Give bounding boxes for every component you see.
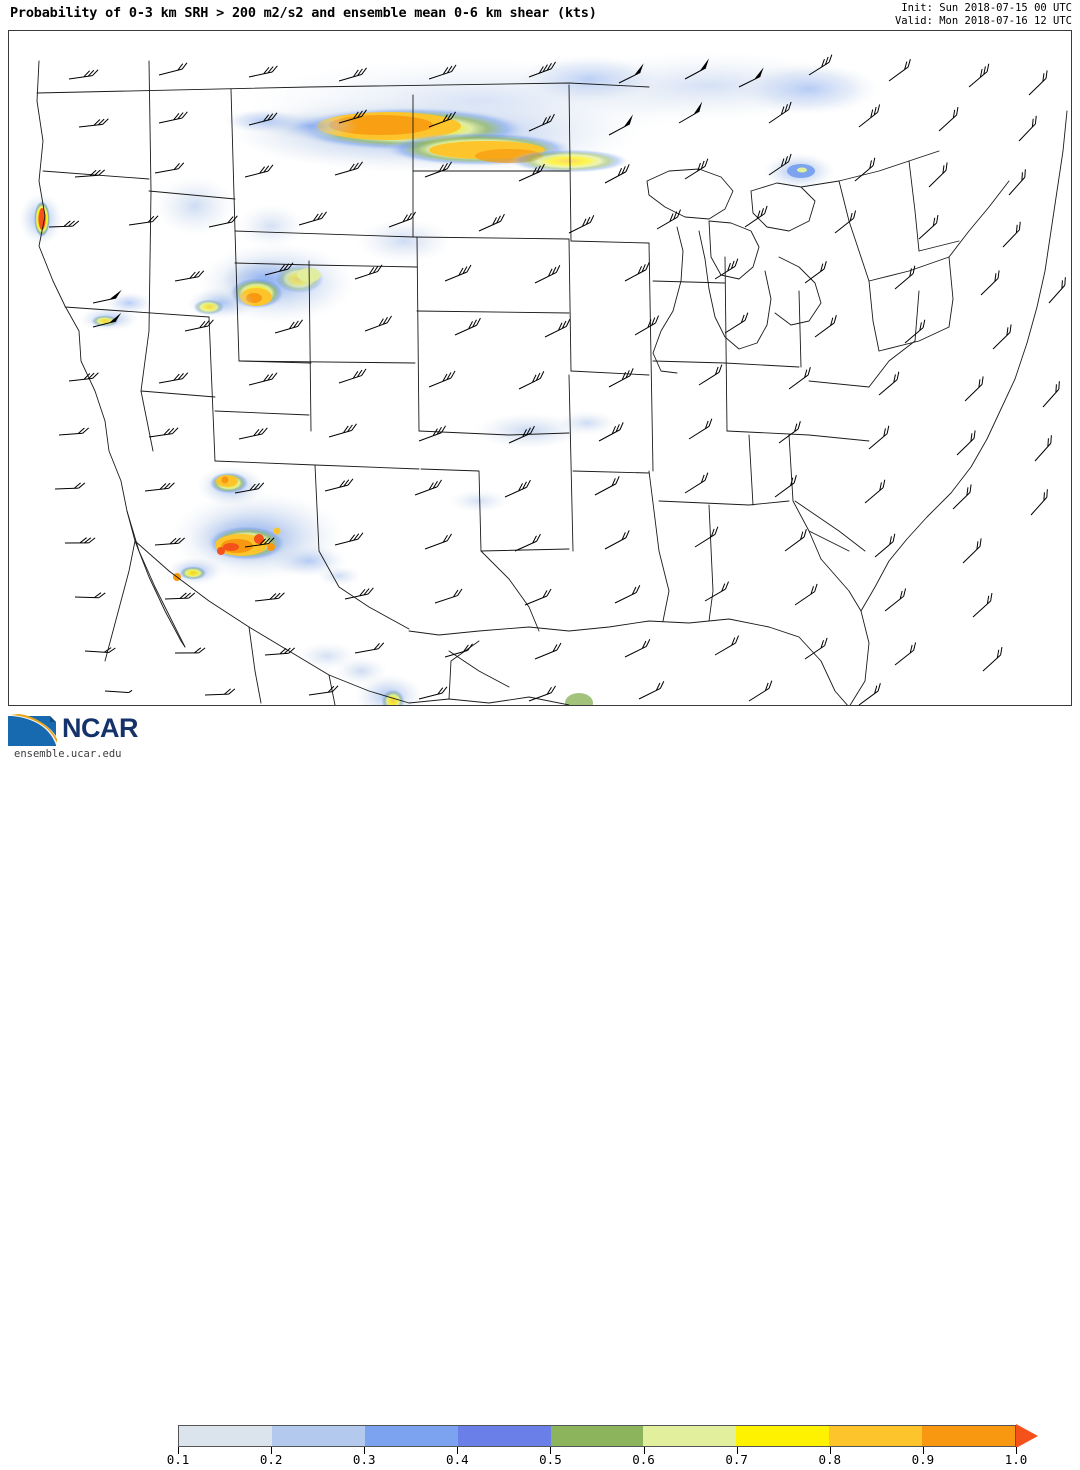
ncar-url: ensemble.ucar.edu xyxy=(14,748,122,760)
colorbar-tick-labels: 0.1 0.2 0.3 0.4 0.5 0.6 0.7 0.8 0.9 1.0 xyxy=(0,1452,1080,1470)
footer: NCAR ensemble.ucar.edu 0.1 0.2 0.3 0.4 0.5 0.… xyxy=(0,706,1080,1467)
southern-plains-patch xyxy=(297,642,593,705)
colorbar-tick-label: 0.6 xyxy=(632,1452,655,1467)
colorbar-tick-label: 0.7 xyxy=(725,1452,748,1467)
ncar-logo-text: NCAR xyxy=(62,713,139,743)
colorbar-overflow-arrow xyxy=(1016,1424,1038,1448)
header: Probability of 0-3 km SRH > 200 m2/s2 an… xyxy=(0,0,1080,30)
colorbar-tick-label: 0.8 xyxy=(818,1452,842,1467)
colorbar-segment xyxy=(179,1426,272,1446)
valid-time: Valid: Mon 2018-07-16 12 UTC xyxy=(894,15,1072,27)
colorbar-segment xyxy=(829,1426,923,1446)
colorbar-tick-label: 0.2 xyxy=(259,1452,283,1467)
colorbar-segment xyxy=(364,1426,458,1446)
colorbar-tick-label: 0.9 xyxy=(911,1452,935,1467)
colorbar-segment xyxy=(457,1426,551,1446)
map-canvas xyxy=(9,31,1071,705)
colorbar-tick-label: 1.0 xyxy=(1004,1452,1028,1467)
map-panel[interactable] xyxy=(8,30,1072,706)
northeast-patch xyxy=(763,153,835,189)
ncar-logo-mark xyxy=(8,714,57,746)
colorbar-tick-label: 0.5 xyxy=(539,1452,562,1467)
timestamp-block: Init: Sun 2018-07-15 00 UTC Valid: Mon 2… xyxy=(895,2,1072,28)
geography xyxy=(36,60,1068,705)
oregon-border-max xyxy=(19,193,63,245)
colorbar-gradient xyxy=(178,1425,1016,1447)
colorbar-segment xyxy=(271,1426,365,1446)
colorbar-segment xyxy=(922,1426,1016,1446)
west-texas-max xyxy=(167,466,361,586)
northern-plains-band xyxy=(224,98,639,174)
colorbar-tick-label: 0.3 xyxy=(352,1452,376,1467)
colorbar[interactable] xyxy=(178,1424,1038,1448)
probability-field xyxy=(19,52,879,705)
colorbar-tick-label: 0.1 xyxy=(166,1452,190,1467)
colorbar-segment xyxy=(736,1426,830,1446)
ncar-logo[interactable]: NCAR ensemble.ucar.edu xyxy=(6,712,166,760)
colorbar-tick-label: 0.4 xyxy=(446,1452,469,1467)
colorbar-segment xyxy=(643,1426,737,1446)
init-time: Init: Sun 2018-07-15 00 UTC xyxy=(901,2,1072,14)
page-title: Probability of 0-3 km SRH > 200 m2/s2 an… xyxy=(10,5,597,21)
colorbar-segment xyxy=(550,1426,644,1446)
